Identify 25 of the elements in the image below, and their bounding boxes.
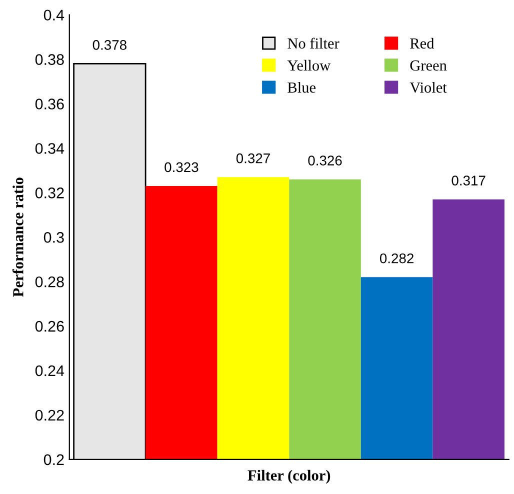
y-tick-label: 0.38: [35, 54, 64, 65]
legend-label: No filter: [288, 38, 340, 49]
legend-label: Red: [410, 38, 434, 49]
data-label: 0.323: [164, 162, 198, 172]
y-tick-label: 0.36: [35, 98, 64, 110]
legend-label: Blue: [288, 82, 316, 93]
legend-label: Green: [410, 60, 447, 71]
y-tick-label: 0.28: [35, 276, 64, 288]
y-tick-label: 0.4: [44, 10, 64, 21]
y-tick-label: 0.26: [35, 320, 64, 332]
y-tick-label: 0.3: [44, 232, 64, 243]
x-axis-title: Filter (color): [248, 470, 330, 484]
y-tick-label: 0.22: [35, 410, 64, 421]
y-tick-label: 0.34: [35, 143, 64, 154]
data-label: 0.317: [452, 176, 486, 186]
y-tick-label: 0.2: [44, 454, 64, 466]
data-label: 0.282: [380, 253, 414, 264]
legend-label: Violet: [410, 82, 447, 93]
legend-label: Yellow: [287, 60, 331, 71]
data-label: 0.326: [308, 156, 342, 166]
y-tick-label: 0.32: [35, 188, 64, 198]
y-axis-title: Performance ratio: [12, 178, 24, 297]
data-label: 0.378: [92, 40, 126, 50]
y-tick-label: 0.24: [35, 365, 64, 376]
data-label: 0.327: [236, 153, 270, 164]
